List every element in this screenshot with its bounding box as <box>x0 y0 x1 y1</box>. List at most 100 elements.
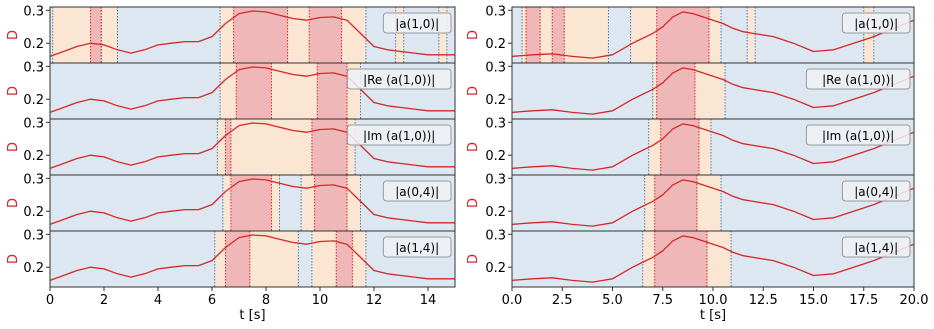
x-tick-label: 8 <box>262 293 270 308</box>
legend-box <box>346 124 452 146</box>
red-interval <box>656 63 695 119</box>
panel-5: 0.2 0.3 D |a(1,4)| <box>466 228 915 288</box>
chart-2: 0.20.3D|a(1,0)|0.20.3D|Re (a(1,0))|0.20.… <box>466 4 928 323</box>
legend-box <box>382 180 452 202</box>
legend-box <box>805 68 911 90</box>
x-axis-label: t [s] <box>700 308 726 323</box>
data-curve <box>49 234 455 282</box>
panel-2: 0.2 0.3 D |Re (a(1,0))| <box>6 60 456 120</box>
orange-interval <box>747 7 756 63</box>
y-axis-label: D <box>466 254 481 264</box>
red-interval <box>309 7 342 63</box>
x-tick-label: 17.5 <box>849 293 878 308</box>
y-tick-label: 0.2 <box>485 37 506 52</box>
red-interval <box>336 231 353 287</box>
legend-box <box>841 12 911 34</box>
y-axis-label: D <box>6 142 21 152</box>
legend-label: |a(1,4)| <box>854 241 898 255</box>
y-tick-label: 0.2 <box>23 37 44 52</box>
data-curve <box>511 67 915 115</box>
x-tick-label: 6 <box>208 293 216 308</box>
data-curve <box>511 123 915 171</box>
panel-4: 0.2 0.3 D |a(0,4)| <box>6 172 456 232</box>
data-curve <box>49 122 455 170</box>
orange-interval <box>101 7 118 63</box>
legend-box <box>841 180 911 202</box>
x-tick-label: 2 <box>100 293 108 308</box>
red-interval <box>233 7 288 63</box>
red-interval <box>225 231 250 287</box>
y-tick-label: 0.3 <box>23 228 44 243</box>
y-axis-label: D <box>466 30 481 40</box>
red-interval <box>317 63 347 119</box>
data-curve <box>49 178 455 226</box>
y-tick-label: 0.2 <box>23 93 44 108</box>
x-tick-label: 20.0 <box>900 293 929 308</box>
legend-label: |Im (a(1,0))| <box>363 129 435 143</box>
red-interval <box>660 119 699 175</box>
legend-label: |a(1,4)| <box>395 241 439 255</box>
legend-box <box>382 12 452 34</box>
red-interval <box>225 119 231 175</box>
x-tick-label: 10 <box>312 293 329 308</box>
legend-label: |Re (a(1,0))| <box>822 73 894 87</box>
y-tick-label: 0.3 <box>485 4 506 19</box>
red-interval <box>311 119 347 175</box>
y-tick-label: 0.3 <box>23 4 44 19</box>
x-tick-label: 4 <box>154 293 162 308</box>
x-tick-label: 0 <box>46 293 54 308</box>
legend-box <box>382 236 452 258</box>
x-tick-label: 12 <box>366 293 383 308</box>
red-interval <box>236 63 272 119</box>
legend-box <box>805 124 911 146</box>
y-tick-label: 0.3 <box>23 60 44 75</box>
legend-box <box>346 68 452 90</box>
y-axis-label: D <box>466 142 481 152</box>
y-axis-label: D <box>6 198 21 208</box>
y-axis-label: D <box>6 254 21 264</box>
red-interval <box>656 7 709 63</box>
y-axis-label: D <box>6 30 21 40</box>
orange-interval <box>395 7 404 63</box>
y-tick-label: 0.3 <box>485 60 506 75</box>
data-curve <box>49 66 455 114</box>
x-tick-label: 15.0 <box>799 293 828 308</box>
red-interval <box>90 7 102 63</box>
y-axis-label: D <box>6 86 21 96</box>
red-interval <box>552 7 565 63</box>
panel-1: 0.2 0.3 D |a(1,0)| <box>466 4 915 64</box>
y-tick-label: 0.2 <box>485 149 506 164</box>
y-tick-label: 0.2 <box>485 261 506 276</box>
panel-3: 0.2 0.3 D |Im (a(1,0))| <box>466 116 915 176</box>
x-axis-label: t [s] <box>239 308 265 323</box>
legend-label: |Re (a(1,0))| <box>363 73 435 87</box>
y-axis-label: D <box>466 198 481 208</box>
y-tick-label: 0.3 <box>23 116 44 131</box>
legend-box <box>841 236 911 258</box>
y-tick-label: 0.3 <box>485 172 506 187</box>
red-interval <box>230 175 272 231</box>
orange-interval <box>863 7 874 63</box>
data-curve <box>511 179 915 227</box>
x-tick-label: 14 <box>420 293 437 308</box>
y-tick-label: 0.3 <box>23 172 44 187</box>
x-tick-label: 12.5 <box>749 293 778 308</box>
panel-2: 0.2 0.3 D |Re (a(1,0))| <box>466 60 915 120</box>
red-interval <box>526 7 541 63</box>
y-axis-label: D <box>466 86 481 96</box>
y-tick-label: 0.3 <box>485 228 506 243</box>
y-tick-label: 0.2 <box>23 261 44 276</box>
y-tick-label: 0.3 <box>485 116 506 131</box>
x-tick-label: 10.0 <box>699 293 728 308</box>
orange-interval <box>52 7 91 63</box>
red-interval <box>654 231 707 287</box>
x-tick-label: 5.0 <box>602 293 623 308</box>
x-tick-label: 7.5 <box>652 293 673 308</box>
legend-label: |a(0,4)| <box>395 185 439 199</box>
chart-1: 0.20.3D|a(1,0)|0.20.3D|Re (a(1,0))|0.20.… <box>6 4 456 323</box>
legend-label: |a(0,4)| <box>854 185 898 199</box>
orange-interval <box>438 7 447 63</box>
panel-3: 0.2 0.3 D |Im (a(1,0))| <box>6 116 456 176</box>
y-tick-label: 0.2 <box>23 205 44 220</box>
